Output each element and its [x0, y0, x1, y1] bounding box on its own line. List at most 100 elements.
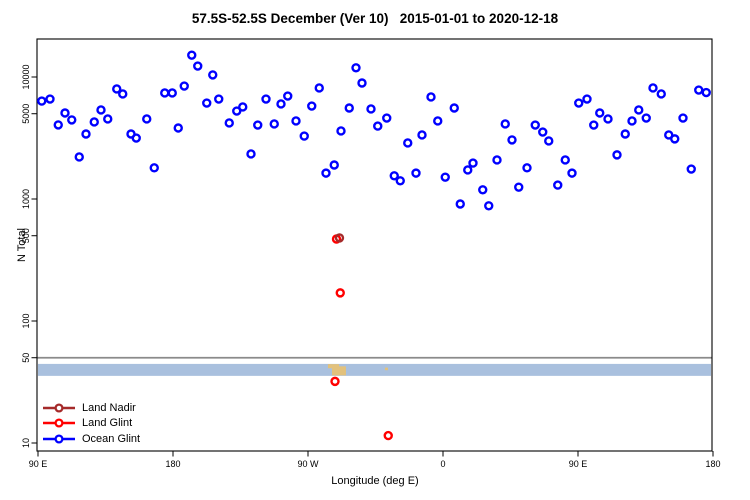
ocean-glint-point [538, 127, 548, 137]
ocean-glint-point [670, 134, 680, 144]
ocean-glint-point [426, 92, 436, 102]
y-tick-label: 10000 [21, 64, 31, 89]
ocean-glint-point [634, 105, 644, 115]
x-tick-label: 180 [705, 459, 720, 469]
ocean-glint-point [53, 120, 63, 130]
ocean-glint-point [514, 182, 524, 192]
map-strip-ocean [38, 363, 711, 376]
land-glint-point [383, 430, 393, 441]
ocean-glint-point [468, 158, 478, 168]
ocean-glint-point [291, 116, 301, 126]
y-tick-label: 1000 [21, 189, 31, 209]
ocean-glint-point [314, 83, 324, 93]
ocean-glint-point [269, 119, 279, 129]
ocean-glint-point [103, 114, 113, 124]
chart-title: 57.5S-52.5S December (Ver 10) 2015-01-01… [191, 11, 559, 26]
ocean-glint-point [112, 84, 122, 94]
ocean-glint-point [530, 120, 540, 130]
ocean-glint-point [74, 152, 84, 162]
ocean-glint-point [208, 70, 218, 80]
ocean-glint-point [37, 96, 47, 106]
y-axis-label: N Total [16, 227, 28, 263]
ocean-glint-point [701, 87, 711, 98]
ocean-glint-point [60, 108, 70, 118]
land-nadir-point [334, 233, 345, 243]
ocean-glint-point [382, 113, 392, 123]
ocean-glint-point [366, 104, 376, 114]
ocean-glint-marker-icon [43, 434, 75, 444]
ocean-glint-point [641, 113, 651, 123]
legend-label: Land Glint [82, 417, 133, 430]
ocean-glint-point [403, 138, 413, 148]
ocean-glint-point [373, 121, 383, 131]
ocean-glint-point [214, 94, 224, 104]
ocean-glint-point [567, 168, 577, 178]
ocean-glint-point [417, 130, 427, 140]
ocean-glint-point [344, 103, 354, 113]
ocean-glint-point [89, 117, 99, 127]
ocean-glint-point [492, 155, 502, 165]
ocean-glint-point [253, 120, 263, 130]
legend-item-land-nadir: Land Nadir [41, 400, 140, 416]
ocean-glint-point [544, 136, 554, 146]
ocean-glint-point [67, 115, 77, 125]
ocean-glint-point [246, 149, 256, 159]
x-tick-label: 90 W [297, 459, 319, 469]
ocean-glint-point [484, 201, 494, 211]
ocean-glint-point [440, 172, 450, 182]
ocean-glint-point [433, 116, 443, 126]
ocean-glint-point [299, 131, 309, 141]
ocean-glint-point [522, 163, 532, 173]
map-strip-land [332, 366, 346, 376]
ocean-glint-point [478, 185, 488, 195]
legend-item-land-glint: Land Glint [41, 416, 140, 432]
ocean-glint-point [357, 78, 367, 88]
y-tick-label: 100 [21, 313, 31, 328]
plot-border [36, 38, 713, 452]
ocean-glint-point [595, 108, 605, 118]
ocean-glint-point [411, 168, 421, 178]
ocean-glint-point [96, 105, 106, 115]
legend-label: Ocean Glint [82, 432, 141, 445]
ocean-glint-point [627, 116, 637, 126]
x-tick-label: 90 E [569, 459, 588, 469]
x-tick-label: 90 E [29, 459, 48, 469]
legend-item-ocean-glint: Ocean Glint [41, 431, 140, 447]
map-strip-land [384, 367, 388, 371]
x-axis-label: Longitude (deg E) [331, 475, 419, 487]
ocean-glint-point [118, 89, 128, 99]
ocean-glint-point [574, 98, 584, 108]
ocean-glint-point [45, 94, 55, 104]
ocean-glint-point [395, 176, 405, 186]
y-tick-label: 50 [21, 353, 31, 363]
ocean-glint-point [648, 83, 658, 93]
ocean-glint-point [351, 63, 361, 73]
land-glint-point [335, 288, 345, 298]
x-tick-label: 0 [440, 459, 445, 469]
ocean-glint-point [232, 106, 242, 116]
ocean-glint-point [238, 102, 248, 112]
ocean-glint-point [307, 101, 317, 111]
ocean-glint-point [224, 118, 234, 128]
ocean-glint-point [202, 98, 212, 108]
ocean-glint-point [603, 114, 613, 124]
land-glint-marker-icon [43, 418, 75, 428]
ocean-glint-point [187, 50, 197, 60]
ocean-glint-point [131, 133, 141, 143]
ocean-glint-point [620, 129, 630, 139]
x-tick-label: 180 [165, 459, 180, 469]
map-strip-land [327, 364, 340, 369]
ocean-glint-point [589, 120, 599, 130]
legend: Land Nadir Land Glint Ocean Glint [41, 400, 140, 447]
ocean-glint-point [283, 91, 293, 101]
ocean-glint-point [81, 129, 91, 139]
land-nadir-marker-icon [43, 403, 75, 413]
land-glint-point [330, 376, 340, 387]
ocean-glint-point [276, 99, 286, 109]
ocean-glint-point [160, 88, 170, 98]
ocean-glint-point [560, 155, 570, 165]
y-tick-label: 500 [21, 228, 31, 243]
ocean-glint-point [500, 119, 510, 129]
